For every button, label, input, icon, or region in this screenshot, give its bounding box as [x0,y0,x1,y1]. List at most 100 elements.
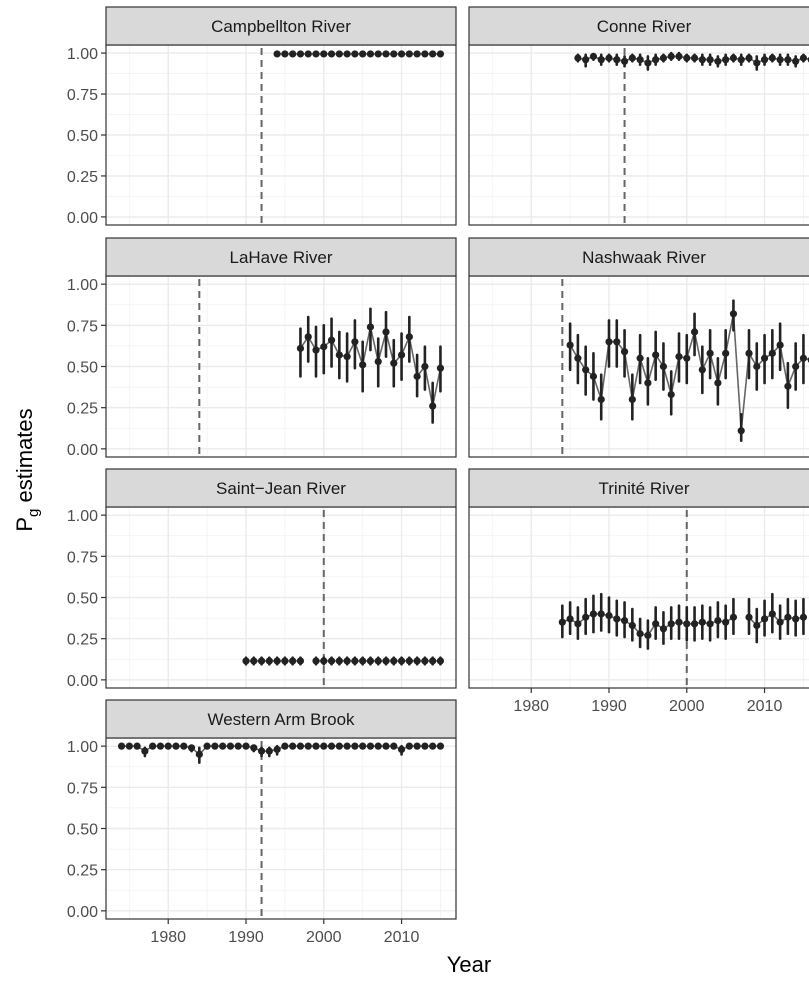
data-point [776,618,784,626]
data-point [613,338,621,346]
data-point [273,657,281,665]
data-point [574,620,582,628]
data-point [429,402,437,410]
data-point [180,742,188,750]
data-point [421,657,429,665]
data-point [792,57,800,65]
y-tick-label: 0.50 [67,360,98,377]
x-tick-label: 1980 [150,929,186,946]
data-point [605,612,613,620]
data-point [768,54,776,62]
data-point [242,657,250,665]
data-point [273,745,281,754]
data-point [659,54,668,62]
data-point [799,54,808,62]
x-tick-label: 2010 [384,929,420,946]
data-point [792,362,800,371]
y-tick-label: 0.25 [67,401,98,418]
panel-5: Trinité River 1980 1990 2000 2010 [468,468,809,715]
y-axis-title-subscript: g [25,509,42,517]
data-point [652,351,660,359]
panel-3: Nashwaak River [468,237,809,458]
data-point [620,616,629,625]
data-point [636,630,644,638]
data-point [343,50,351,58]
data-point [366,657,375,665]
data-point [312,50,320,58]
data-point [714,57,722,65]
data-point [211,742,219,750]
data-point [558,618,566,626]
data-point [429,50,437,58]
data-point [613,56,621,64]
data-point [421,50,429,58]
data-point [273,50,281,58]
y-tick-label: 1.00 [67,277,98,294]
data-point [597,56,605,64]
data-point [413,742,421,750]
y-tick-label: 0.00 [67,442,98,459]
data-point [335,351,343,359]
data-point [683,620,691,628]
panel-data [260,48,445,225]
data-point [429,742,437,750]
data-point [382,328,390,336]
data-point [413,372,421,380]
data-point [343,742,351,750]
data-point [698,618,706,626]
connector-line [732,313,743,431]
panel-strip [105,237,457,277]
panel-title: Conne River [597,17,692,36]
data-point [351,742,359,750]
data-point [366,742,375,750]
data-point [250,744,258,752]
data-point [405,742,413,750]
data-point [327,50,336,58]
data-point [745,54,753,62]
data-point [149,742,157,750]
data-point [566,615,574,623]
data-point [320,657,328,665]
data-point [745,613,753,621]
data-point [374,50,382,58]
data-point [257,747,266,755]
panel-strip [105,6,457,46]
data-point [698,56,706,64]
panel-data [558,510,808,688]
data-point [792,615,800,623]
data-point [366,323,375,331]
data-point [304,333,312,341]
y-tick-label: 0.25 [67,863,98,880]
data-point [382,657,390,665]
data-point [620,348,629,356]
data-point [421,362,429,371]
x-tick-label: 1990 [228,929,264,946]
data-point [644,59,652,67]
data-point [714,379,722,387]
data-point [582,613,590,621]
data-point [436,657,445,665]
y-tick-label: 0.50 [67,128,98,145]
y-tick-label: 0.75 [67,318,98,335]
y-tick-label: 0.00 [67,210,98,227]
data-point [390,359,398,367]
y-tick-label: 0.75 [67,549,98,566]
data-point [652,56,660,64]
data-point [784,613,792,621]
data-point [413,50,421,58]
data-point [296,50,305,58]
data-point [187,744,196,752]
y-tick-label: 1.00 [67,739,98,756]
data-point [359,742,367,750]
data-point [652,620,660,628]
data-point [304,50,312,58]
data-point [312,346,320,354]
data-point [382,50,390,58]
panel-strip [105,468,457,508]
panel-data [117,741,445,919]
data-point [644,631,652,639]
data-point [296,742,305,750]
data-point [405,657,413,665]
data-point [659,625,668,633]
panel-4: Saint−Jean River 0.00 0.25 0.50 0.75 1.00 [67,468,457,690]
